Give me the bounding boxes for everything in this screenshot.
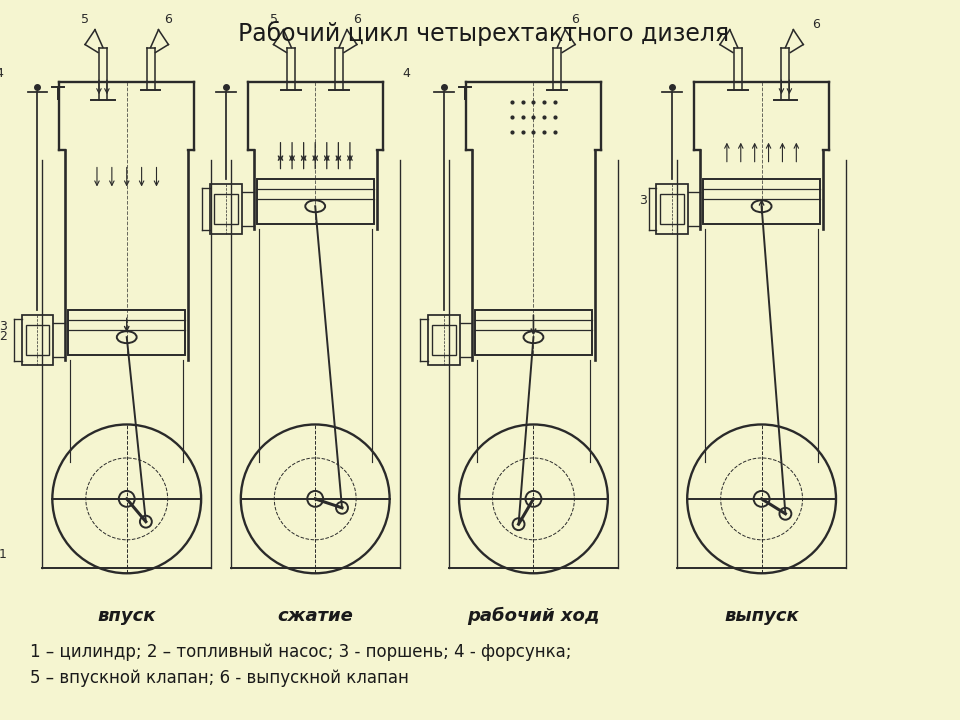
Text: 4: 4 [0, 67, 4, 81]
Text: 5: 5 [270, 13, 277, 26]
Text: 6: 6 [164, 13, 173, 26]
Bar [657, 184, 688, 234]
Text: 5: 5 [81, 13, 89, 26]
Text: 6: 6 [812, 18, 820, 31]
Text: рабочий ход: рабочий ход [468, 607, 600, 625]
Text: 1: 1 [0, 549, 7, 562]
Bar [432, 325, 456, 355]
Text: сжатие: сжатие [277, 607, 353, 625]
Text: 6: 6 [353, 13, 361, 26]
Text: впуск: впуск [98, 607, 156, 625]
Bar [214, 194, 238, 224]
Bar [21, 315, 54, 365]
Text: выпуск: выпуск [724, 607, 799, 625]
Text: 3: 3 [638, 194, 646, 207]
Bar [210, 184, 242, 234]
Bar [428, 315, 460, 365]
Bar [256, 179, 373, 224]
Bar [475, 310, 592, 355]
Text: 4: 4 [402, 67, 411, 81]
Text: 3: 3 [0, 320, 7, 333]
Bar [68, 310, 185, 355]
Text: Рабочий цикл четырехтактного дизеля: Рабочий цикл четырехтактного дизеля [238, 21, 730, 46]
Text: 2: 2 [0, 330, 7, 343]
Bar [26, 325, 49, 355]
Bar [703, 179, 820, 224]
Text: 6: 6 [571, 13, 579, 26]
Text: 1 – цилиндр; 2 – топливный насос; 3 - поршень; 4 - форсунка;
5 – впускной клапан: 1 – цилиндр; 2 – топливный насос; 3 - по… [30, 643, 571, 687]
Bar [660, 194, 684, 224]
